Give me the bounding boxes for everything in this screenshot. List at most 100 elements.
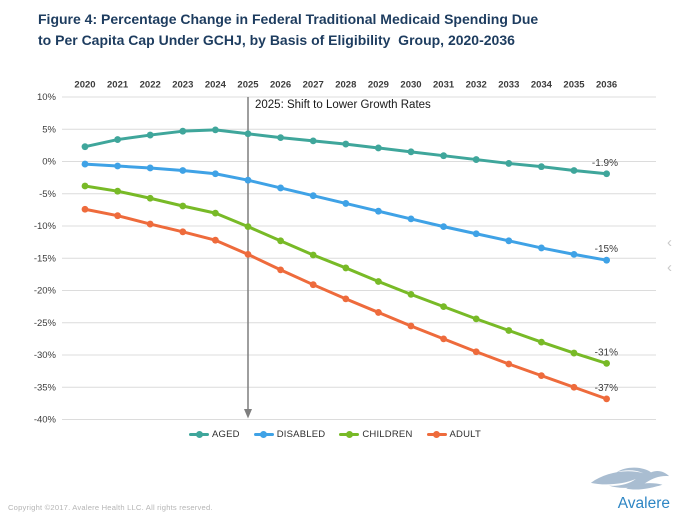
data-point-aged (570, 167, 578, 174)
data-point-disabled (146, 164, 154, 172)
data-point-aged (277, 134, 284, 142)
page-title: Figure 4: Percentage Change in Federal T… (38, 9, 538, 51)
data-point-children (538, 338, 545, 346)
data-point-children (570, 349, 578, 357)
legend-swatch-icon (426, 431, 447, 439)
data-point-adult (309, 281, 317, 289)
legend-label: DISABLED (276, 429, 326, 440)
nav-chevron-icon[interactable]: ‹ (667, 234, 672, 251)
x-axis-year-label: 2034 (531, 80, 553, 91)
data-point-adult (570, 383, 578, 391)
data-point-adult (244, 250, 252, 258)
x-axis-year-label: 2029 (368, 80, 389, 91)
data-point-disabled (277, 184, 284, 192)
x-axis-year-label: 2032 (466, 80, 487, 91)
end-label-adult: -37% (595, 383, 618, 394)
data-point-aged (538, 163, 545, 171)
x-axis-year-label: 2031 (433, 80, 455, 91)
legend-item-adult: ADULT (426, 429, 481, 440)
data-point-disabled (603, 256, 610, 264)
data-point-adult (505, 360, 513, 368)
data-point-children (81, 182, 89, 190)
end-label-children: -31% (595, 347, 618, 358)
end-label-aged: -1.9% (592, 158, 618, 169)
legend-label: AGED (212, 429, 240, 440)
series-line-children (83, 184, 609, 365)
x-axis-year-label: 2026 (270, 80, 291, 91)
data-point-disabled (114, 162, 121, 170)
x-axis-year-label: 2023 (172, 80, 193, 91)
data-point-aged (114, 136, 121, 143)
series-line-disabled (83, 162, 609, 262)
series-line-aged (83, 128, 609, 176)
data-point-aged (440, 152, 447, 160)
x-axis-year-label: 2035 (563, 80, 585, 91)
legend-swatch-icon (339, 431, 360, 439)
y-axis-tick-label: -30% (34, 350, 57, 361)
data-point-aged (603, 170, 610, 178)
shift-annotation: 2025: Shift to Lower Growth Rates (255, 99, 431, 111)
data-point-adult (375, 309, 382, 316)
x-axis-year-label: 2025 (237, 80, 259, 91)
x-axis-year-label: 2033 (498, 80, 519, 91)
data-point-children (146, 194, 154, 202)
data-point-children (212, 209, 219, 217)
data-point-children (309, 251, 317, 259)
data-point-adult (538, 372, 545, 380)
y-axis-tick-label: 5% (42, 124, 56, 135)
legend-label: ADULT (449, 429, 481, 440)
data-point-aged (342, 140, 350, 148)
y-axis-tick-label: 10% (37, 92, 57, 103)
data-point-aged (179, 127, 187, 135)
y-axis-tick-label: -20% (34, 286, 57, 297)
x-axis-year-label: 2030 (400, 80, 421, 91)
data-point-children (179, 202, 187, 210)
data-point-disabled (472, 230, 480, 238)
data-point-aged (81, 143, 89, 151)
legend-item-children: CHILDREN (339, 429, 412, 440)
data-point-children (277, 237, 284, 245)
data-point-adult (277, 266, 284, 274)
data-point-adult (81, 205, 89, 213)
end-label-disabled: -15% (595, 244, 618, 255)
data-point-adult (407, 322, 415, 330)
avalere-logo: Avalere (582, 466, 672, 513)
x-axis-year-label: 2036 (596, 80, 617, 91)
data-point-aged (146, 131, 154, 139)
legend-swatch-icon (189, 431, 210, 439)
data-point-aged (505, 160, 513, 167)
data-point-disabled (505, 237, 513, 245)
data-point-adult (212, 236, 219, 244)
data-point-aged (472, 156, 480, 163)
data-point-disabled (342, 200, 350, 207)
data-point-children (407, 290, 415, 298)
data-point-disabled (375, 207, 382, 215)
y-axis-tick-label: -35% (34, 382, 57, 393)
nav-chevron-icon[interactable]: ‹ (667, 259, 672, 276)
series-line-adult (83, 207, 609, 401)
legend-item-disabled: DISABLED (253, 429, 326, 440)
data-point-children (472, 315, 480, 323)
copyright-text: Copyright ©2017. Avalere Health LLC. All… (8, 503, 213, 512)
x-axis-year-label: 2022 (140, 80, 161, 91)
x-axis-year-label: 2028 (335, 80, 356, 91)
data-point-disabled (81, 160, 89, 168)
legend-swatch-icon (253, 431, 274, 439)
data-point-adult (114, 212, 121, 220)
data-point-aged (407, 148, 415, 156)
avalere-logo-text: Avalere (617, 495, 670, 512)
data-point-children (505, 327, 513, 334)
title-line-1: Figure 4: Percentage Change in Federal T… (38, 11, 539, 27)
y-axis-tick-label: -10% (34, 221, 57, 232)
data-point-adult (179, 228, 187, 236)
y-axis-tick-label: 0% (42, 157, 56, 168)
legend-label: CHILDREN (362, 429, 413, 440)
down-arrow-icon (244, 409, 252, 419)
data-point-aged (212, 126, 219, 134)
data-point-adult (342, 295, 350, 303)
data-point-aged (309, 137, 317, 145)
x-axis-year-label: 2027 (303, 80, 324, 91)
